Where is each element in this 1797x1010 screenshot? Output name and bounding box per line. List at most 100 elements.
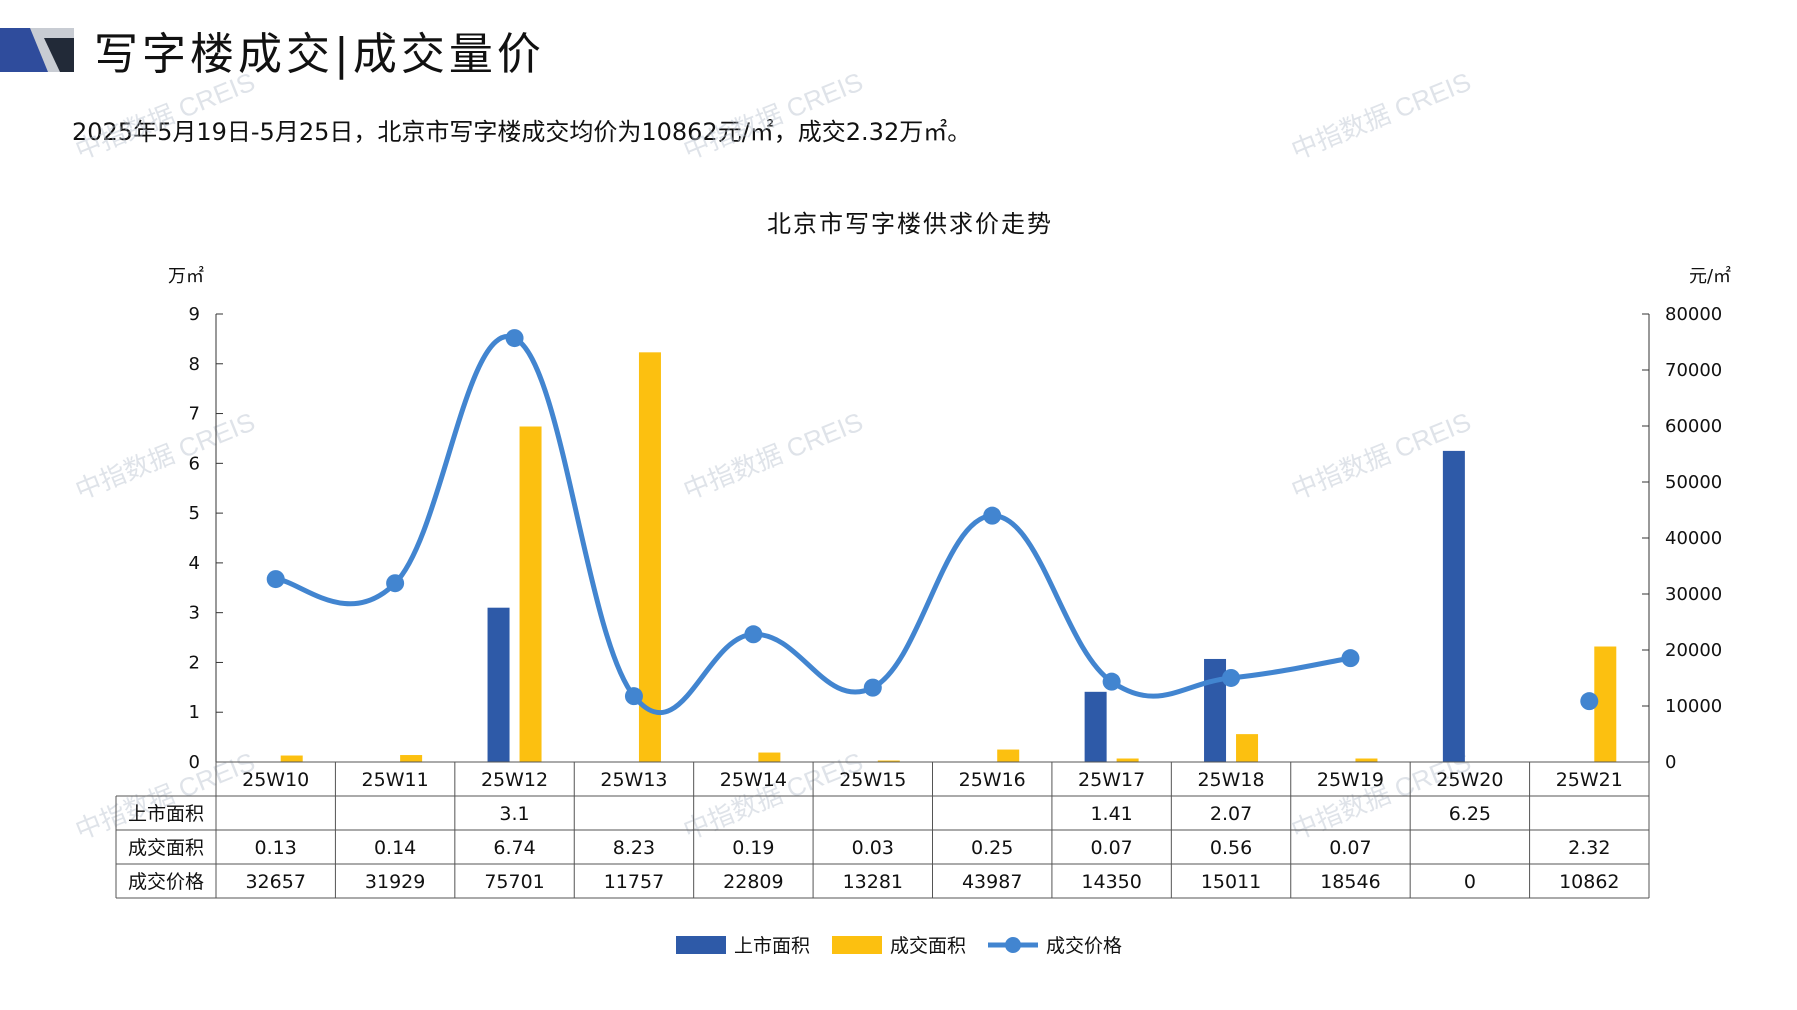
- category-label: 25W12: [481, 769, 548, 791]
- price-point: [744, 625, 763, 644]
- watermark-text: 中指数据 CREIS: [679, 406, 867, 505]
- price-point: [505, 329, 524, 348]
- bar-deal-area: [1116, 758, 1139, 762]
- watermark-text: 中指数据 CREIS: [1287, 66, 1475, 165]
- category-label: 25W21: [1556, 769, 1623, 791]
- data-label: 11757: [604, 871, 664, 893]
- right-tick-label: 30000: [1665, 584, 1722, 605]
- price-point: [1102, 672, 1121, 691]
- legend-label-price: 成交价格: [1046, 935, 1122, 957]
- data-label: 1.41: [1090, 803, 1132, 825]
- data-label: 14350: [1081, 871, 1141, 893]
- left-tick-label: 4: [189, 553, 200, 574]
- data-label: 15011: [1201, 871, 1261, 893]
- data-label: 6.25: [1449, 803, 1491, 825]
- legend-swatch-supply: [676, 936, 726, 954]
- watermark-text: 中指数据 CREIS: [71, 66, 259, 165]
- left-axis-unit: 万㎡: [168, 265, 204, 287]
- right-tick-label: 0: [1665, 752, 1676, 773]
- left-tick-label: 5: [189, 503, 200, 524]
- left-tick-label: 9: [189, 304, 200, 325]
- category-label: 25W13: [600, 769, 667, 791]
- data-label: 31929: [365, 871, 425, 893]
- data-label: 3.1: [499, 803, 529, 825]
- price-point: [1580, 692, 1599, 711]
- data-label: 22809: [723, 871, 783, 893]
- legend-label-deal-area: 成交面积: [890, 935, 966, 957]
- watermark-text: 中指数据 CREIS: [71, 406, 259, 505]
- price-point: [266, 570, 285, 589]
- bar-deal-area: [1594, 646, 1617, 762]
- table-series-name: 成交面积: [128, 837, 204, 859]
- page-title: 写字楼成交|成交量价: [94, 29, 545, 80]
- right-tick-label: 40000: [1665, 528, 1722, 549]
- right-tick-label: 80000: [1665, 304, 1722, 325]
- price-point: [386, 574, 405, 593]
- price-point: [1341, 649, 1360, 668]
- bar-deal-area: [400, 755, 423, 762]
- left-tick-label: 6: [189, 453, 200, 474]
- watermark-text: 中指数据 CREIS: [679, 66, 867, 165]
- bar-supply-area: [1442, 450, 1465, 762]
- price-point: [983, 506, 1002, 525]
- data-label: 0.03: [852, 837, 894, 859]
- bar-deal-area: [997, 749, 1020, 762]
- right-tick-label: 60000: [1665, 416, 1722, 437]
- price-point: [1222, 668, 1241, 687]
- category-label: 25W14: [720, 769, 787, 791]
- header-logo: [0, 28, 74, 76]
- data-label: 0: [1464, 871, 1476, 893]
- bar-deal-area: [877, 760, 900, 762]
- logo-black-shape: [44, 38, 74, 72]
- price-point: [624, 687, 643, 706]
- category-label: 25W15: [839, 769, 906, 791]
- logo-dark-shape: [0, 28, 48, 72]
- legend-label-supply: 上市面积: [734, 935, 810, 957]
- data-label: 43987: [962, 871, 1022, 893]
- bar-deal-area: [758, 752, 781, 762]
- left-tick-label: 3: [189, 603, 200, 624]
- legend-marker-price: [1005, 937, 1021, 953]
- data-label: 75701: [484, 871, 544, 893]
- left-tick-label: 1: [189, 702, 200, 723]
- category-label: 25W20: [1436, 769, 1503, 791]
- bar-deal-area: [638, 352, 661, 762]
- data-label: 6.74: [493, 837, 535, 859]
- price-line: [275, 334, 1351, 716]
- left-tick-label: 7: [189, 404, 200, 425]
- data-label: 0.13: [255, 837, 297, 859]
- chart-title: 北京市写字楼供求价走势: [767, 210, 1053, 238]
- data-label: 0.25: [971, 837, 1013, 859]
- data-label: 2.07: [1210, 803, 1252, 825]
- bar-deal-area: [1355, 758, 1378, 762]
- data-label: 2.32: [1568, 837, 1610, 859]
- price-point: [863, 678, 882, 697]
- data-label: 0.07: [1090, 837, 1132, 859]
- data-label: 32657: [245, 871, 305, 893]
- right-tick-label: 20000: [1665, 640, 1722, 661]
- category-label: 25W11: [362, 769, 429, 791]
- right-tick-label: 50000: [1665, 472, 1722, 493]
- bar-deal-area: [1236, 734, 1259, 762]
- right-tick-label: 10000: [1665, 696, 1722, 717]
- category-label: 25W19: [1317, 769, 1384, 791]
- table-series-name: 上市面积: [128, 803, 204, 825]
- legend-swatch-deal-area: [832, 936, 882, 954]
- category-label: 25W10: [242, 769, 309, 791]
- category-label: 25W17: [1078, 769, 1145, 791]
- bar-deal-area: [519, 426, 542, 762]
- right-tick-label: 70000: [1665, 360, 1722, 381]
- right-axis-unit: 元/㎡: [1689, 265, 1731, 287]
- left-tick-label: 8: [189, 354, 200, 375]
- page-subtitle: 2025年5月19日-5月25日，北京市写字楼成交均价为10862元/㎡，成交2…: [72, 118, 972, 146]
- data-label: 18546: [1320, 871, 1380, 893]
- data-label: 8.23: [613, 837, 655, 859]
- bar-supply-area: [487, 607, 510, 762]
- left-tick-label: 0: [189, 752, 200, 773]
- data-label: 0.19: [732, 837, 774, 859]
- left-tick-label: 2: [189, 652, 200, 673]
- bar-deal-area: [280, 755, 303, 762]
- data-label: 13281: [843, 871, 903, 893]
- category-label: 25W16: [959, 769, 1026, 791]
